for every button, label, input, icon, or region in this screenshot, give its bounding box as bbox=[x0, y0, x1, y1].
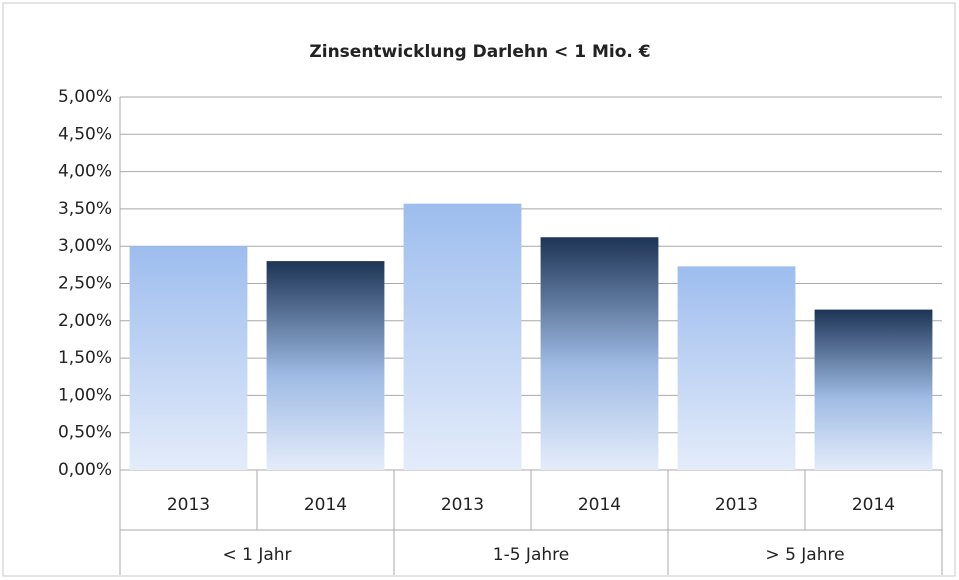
bar bbox=[540, 237, 659, 470]
bar bbox=[677, 266, 796, 470]
y-tick-label: 4,00% bbox=[58, 162, 112, 182]
x-tick-label: 2014 bbox=[304, 495, 347, 515]
y-tick-label: 2,50% bbox=[58, 274, 112, 294]
group-label: < 1 Jahr bbox=[222, 545, 291, 565]
bar bbox=[266, 261, 385, 470]
chart-title: Zinsentwicklung Darlehn < 1 Mio. € bbox=[309, 42, 650, 62]
y-tick-label: 1,00% bbox=[58, 385, 112, 405]
y-tick-label: 3,00% bbox=[58, 236, 112, 256]
group-label: 1-5 Jahre bbox=[493, 545, 569, 565]
bar bbox=[129, 246, 248, 470]
group-label: > 5 Jahre bbox=[765, 545, 844, 565]
x-tick-label: 2014 bbox=[852, 495, 895, 515]
x-tick-label: 2013 bbox=[167, 495, 210, 515]
x-tick-label: 2014 bbox=[578, 495, 621, 515]
x-tick-label: 2013 bbox=[715, 495, 758, 515]
y-tick-label: 5,00% bbox=[58, 87, 112, 107]
y-tick-label: 1,50% bbox=[58, 348, 112, 368]
y-tick-label: 2,00% bbox=[58, 311, 112, 331]
bar bbox=[814, 309, 933, 470]
y-tick-label: 4,50% bbox=[58, 124, 112, 144]
y-tick-label: 0,00% bbox=[58, 460, 112, 480]
x-tick-label: 2013 bbox=[441, 495, 484, 515]
y-tick-label: 0,50% bbox=[58, 423, 112, 443]
y-tick-label: 3,50% bbox=[58, 199, 112, 219]
bar bbox=[403, 203, 522, 471]
